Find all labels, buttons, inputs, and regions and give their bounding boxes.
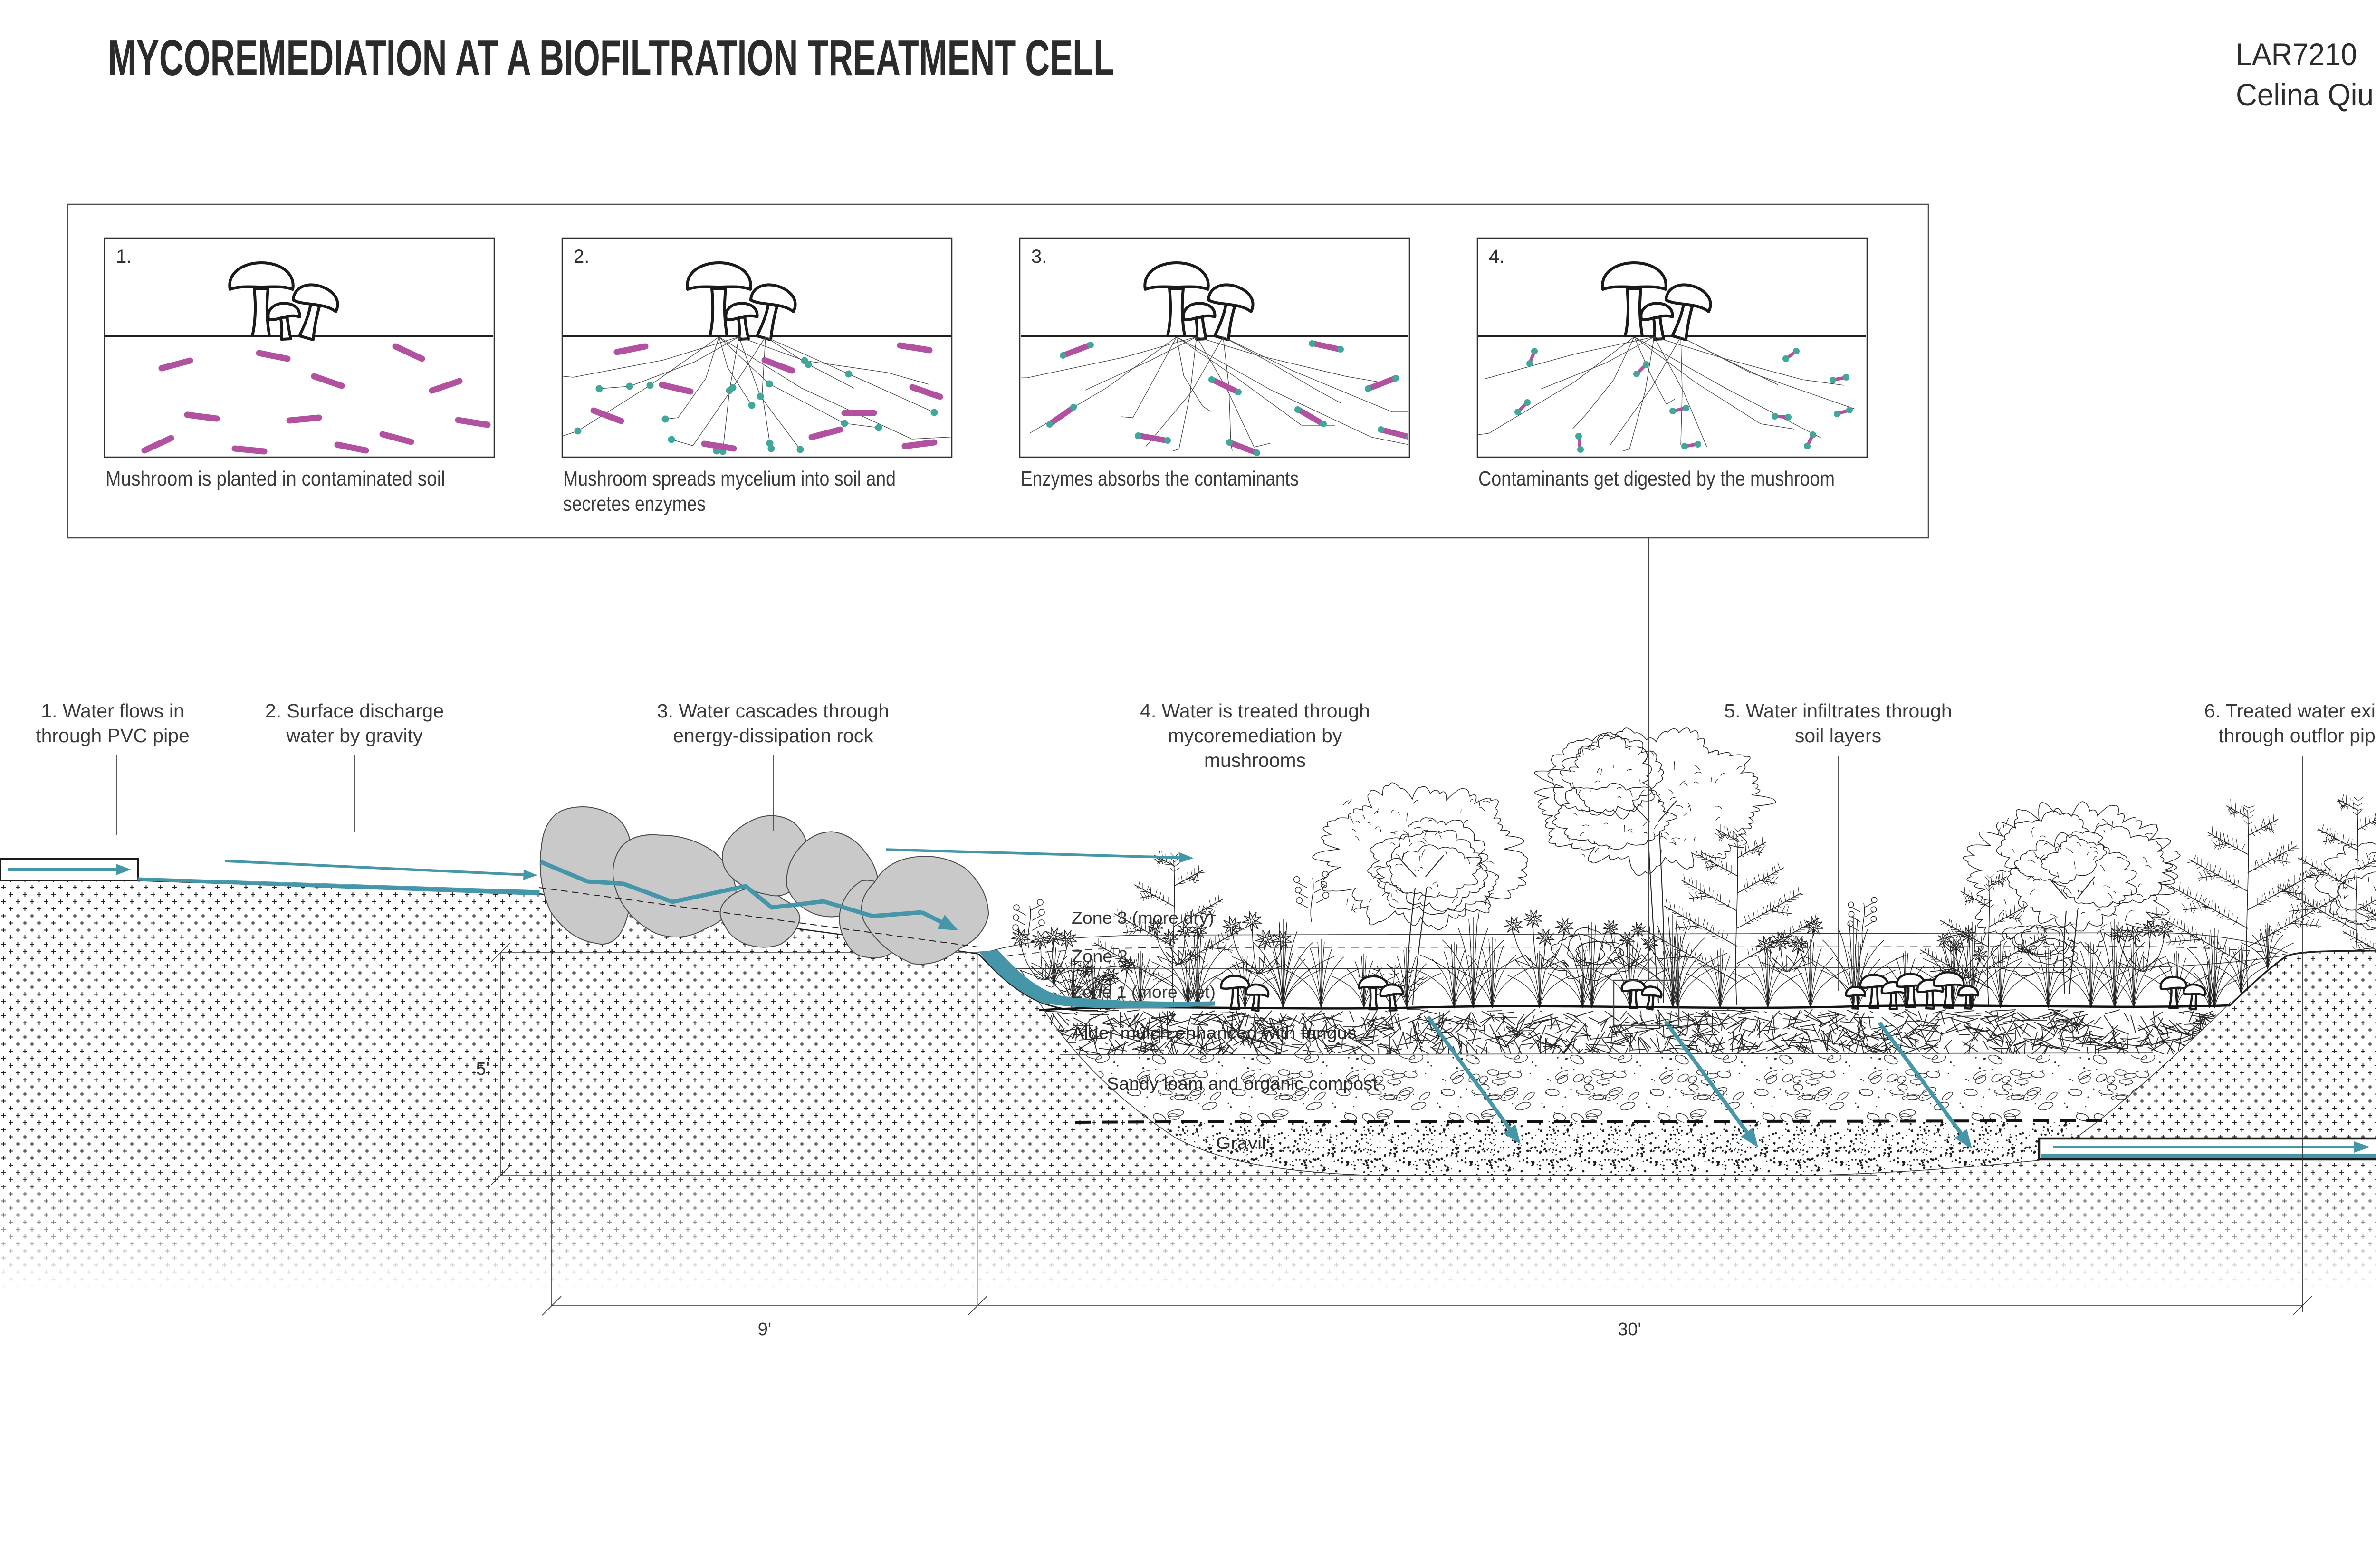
svg-text:through PVC pipe: through PVC pipe bbox=[36, 725, 190, 746]
svg-text:energy-dissipation rock: energy-dissipation rock bbox=[673, 725, 873, 746]
svg-text:MYCOREMEDIATION AT A BIOFILTRA: MYCOREMEDIATION AT A BIOFILTRATION TREAT… bbox=[108, 30, 1114, 86]
svg-text:mycoremediation by: mycoremediation by bbox=[1168, 725, 1342, 746]
svg-text:water by gravity: water by gravity bbox=[286, 725, 423, 746]
svg-text:Zone 2: Zone 2 bbox=[1072, 947, 1128, 966]
svg-text:3. Water cascades through: 3. Water cascades through bbox=[657, 700, 889, 722]
svg-text:Contaminants get digested by t: Contaminants get digested by the mushroo… bbox=[1478, 467, 1835, 490]
svg-text:1. Water flows in: 1. Water flows in bbox=[41, 700, 184, 722]
svg-text:Alder mulch enhanced with fung: Alder mulch enhanced with fungus bbox=[1072, 1023, 1357, 1042]
svg-text:5': 5' bbox=[476, 1059, 489, 1079]
svg-text:Enzymes absorbs the contaminan: Enzymes absorbs the contaminants bbox=[1021, 467, 1299, 490]
svg-text:Mushroom is planted in contami: Mushroom is planted in contaminated soil bbox=[105, 467, 445, 490]
svg-text:9': 9' bbox=[758, 1319, 771, 1339]
svg-text:6. Treated water exists: 6. Treated water exists bbox=[2204, 700, 2376, 722]
svg-text:3.: 3. bbox=[1031, 246, 1047, 267]
svg-text:Zone 1 (more wet): Zone 1 (more wet) bbox=[1072, 982, 1216, 1002]
svg-text:Sandy loam and organic compost: Sandy loam and organic compost bbox=[1107, 1074, 1378, 1093]
svg-text:Gravil: Gravil bbox=[1216, 1133, 1266, 1153]
svg-text:2.: 2. bbox=[574, 246, 589, 267]
svg-text:through outflor pipe: through outflor pipe bbox=[2218, 725, 2376, 746]
svg-text:1.: 1. bbox=[116, 246, 132, 267]
svg-text:5. Water infiltrates through: 5. Water infiltrates through bbox=[1724, 700, 1952, 722]
svg-text:Zone 3 (more dry): Zone 3 (more dry) bbox=[1072, 908, 1214, 927]
svg-text:LAR7210: LAR7210 bbox=[2236, 37, 2357, 72]
svg-text:Mushroom spreads mycelium into: Mushroom spreads mycelium into soil and bbox=[563, 467, 896, 490]
svg-text:30': 30' bbox=[1618, 1319, 1641, 1339]
svg-text:4.: 4. bbox=[1489, 246, 1504, 267]
svg-text:2. Surface discharge: 2. Surface discharge bbox=[265, 700, 444, 722]
svg-text:mushrooms: mushrooms bbox=[1204, 749, 1306, 771]
svg-text:Celina Qiu: Celina Qiu bbox=[2236, 77, 2374, 112]
svg-text:4. Water is treated through: 4. Water is treated through bbox=[1140, 700, 1370, 722]
svg-text:secretes enzymes: secretes enzymes bbox=[563, 492, 706, 516]
svg-text:soil layers: soil layers bbox=[1795, 725, 1881, 746]
